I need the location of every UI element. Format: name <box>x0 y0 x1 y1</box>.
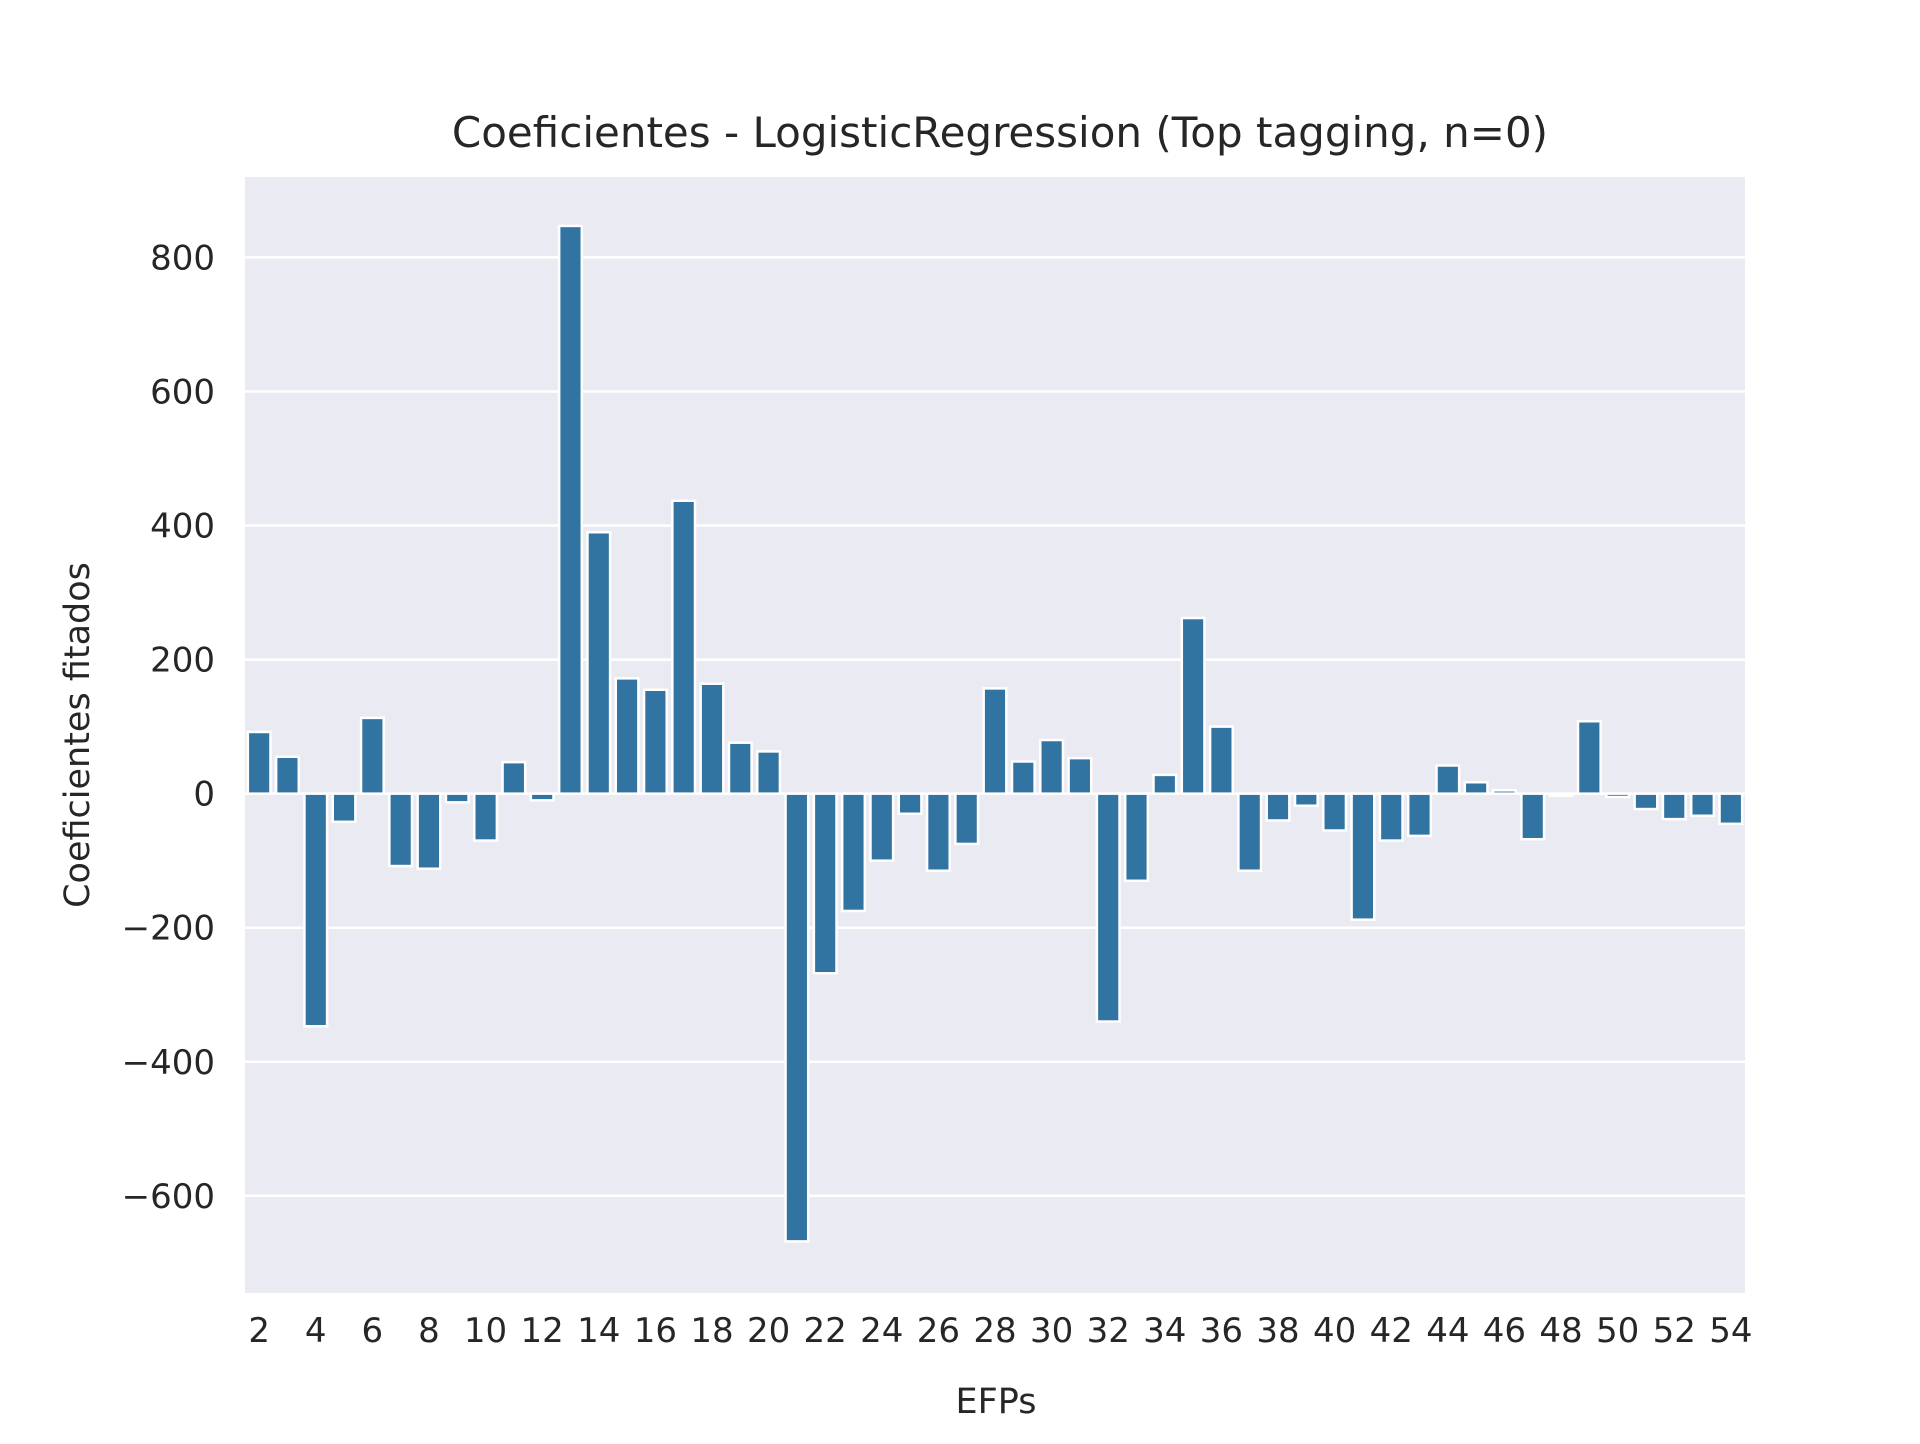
bar-efp-35 <box>1180 616 1206 795</box>
x-tick-label: 54 <box>1709 1311 1752 1351</box>
x-tick-label: 22 <box>804 1311 847 1351</box>
y-tick-label: 600 <box>150 372 215 412</box>
x-tick-label: 28 <box>973 1311 1016 1351</box>
x-tick-label: 24 <box>860 1311 903 1351</box>
x-tick-label: 52 <box>1653 1311 1696 1351</box>
bar-efp-21 <box>784 792 810 1243</box>
y-tick-label: 0 <box>193 775 215 815</box>
bar-efp-51 <box>1633 792 1659 811</box>
x-tick-label: 30 <box>1030 1311 1073 1351</box>
bar-efp-16 <box>642 688 668 795</box>
bar-efp-39 <box>1293 792 1319 807</box>
bar-efp-10 <box>472 792 499 842</box>
bar-efp-8 <box>416 792 442 870</box>
x-tick-label: 34 <box>1143 1311 1186 1351</box>
x-axis-label: EFPs <box>956 1382 1037 1422</box>
bar-efp-41 <box>1350 792 1376 921</box>
bar-efp-13 <box>557 224 584 795</box>
y-tick-label: 400 <box>150 507 215 547</box>
x-tick-label: 38 <box>1256 1311 1299 1351</box>
bar-efp-50 <box>1605 792 1631 799</box>
bar-efp-28 <box>982 687 1008 795</box>
bar-efp-26 <box>925 792 951 872</box>
x-tick-label: 2 <box>248 1311 270 1351</box>
bar-efp-6 <box>359 716 385 795</box>
bar-efp-46 <box>1491 789 1518 795</box>
bar-efp-12 <box>529 792 555 802</box>
bar-efp-45 <box>1463 781 1489 795</box>
bar-efp-9 <box>444 792 470 804</box>
x-tick-label: 16 <box>634 1311 677 1351</box>
bar-efp-34 <box>1152 773 1178 795</box>
bar-efp-25 <box>897 792 923 816</box>
x-tick-label: 4 <box>305 1311 327 1351</box>
bar-efp-36 <box>1208 725 1234 795</box>
bar-efp-2 <box>246 730 272 795</box>
x-tick-label: 44 <box>1426 1311 1469 1351</box>
x-tick-label: 48 <box>1539 1311 1582 1351</box>
bar-efp-3 <box>274 755 301 795</box>
y-tick-label: −400 <box>122 1043 215 1083</box>
chart-title: Coeficientes - LogisticRegression (Top t… <box>452 108 1548 157</box>
grid-lines <box>245 256 1745 1198</box>
bar-efp-33 <box>1123 792 1150 883</box>
y-axis-label: Coeficientes fitados <box>58 562 98 908</box>
x-tick-label: 10 <box>464 1311 507 1351</box>
x-tick-labels: 2 4 6 8 10 12 14 16 18 20 22 24 26 28 30 32 34 36 38 40 42 44… <box>248 1311 1752 1351</box>
bar-efp-52 <box>1661 792 1687 821</box>
bar-efp-53 <box>1689 792 1716 818</box>
bar-efp-32 <box>1095 792 1121 1023</box>
bar-efp-4 <box>303 792 329 1028</box>
bar-efp-38 <box>1265 792 1291 822</box>
x-tick-label: 18 <box>690 1311 733 1351</box>
x-tick-label: 14 <box>577 1311 620 1351</box>
bar-efp-17 <box>671 499 697 795</box>
x-tick-label: 50 <box>1596 1311 1639 1351</box>
bar-efp-43 <box>1406 792 1433 838</box>
bar-efp-40 <box>1322 792 1348 832</box>
bar-efp-49 <box>1576 720 1602 795</box>
bar-efp-23 <box>840 792 867 913</box>
bar-efp-24 <box>869 792 895 862</box>
x-tick-label: 20 <box>747 1311 790 1351</box>
bar-efp-14 <box>586 530 612 795</box>
y-tick-label: 200 <box>150 641 215 681</box>
bar-efp-44 <box>1435 764 1461 795</box>
x-tick-label: 46 <box>1483 1311 1526 1351</box>
bar-efp-27 <box>954 792 980 846</box>
bar-efp-48 <box>1548 792 1574 797</box>
bar-efp-29 <box>1010 760 1036 795</box>
x-tick-label: 42 <box>1370 1311 1413 1351</box>
x-tick-label: 40 <box>1313 1311 1356 1351</box>
bar-efp-5 <box>331 792 357 824</box>
x-tick-label: 6 <box>362 1311 384 1351</box>
bar-efp-18 <box>699 682 725 795</box>
bar-efp-31 <box>1067 756 1093 795</box>
bars <box>246 224 1744 1243</box>
bar-efp-37 <box>1237 792 1263 872</box>
x-tick-label: 12 <box>521 1311 564 1351</box>
bar-efp-20 <box>756 750 782 795</box>
y-tick-label: −600 <box>122 1177 215 1217</box>
bar-efp-19 <box>727 741 753 795</box>
bar-efp-42 <box>1378 792 1404 842</box>
bar-efp-15 <box>614 677 640 795</box>
bar-efp-54 <box>1718 792 1744 826</box>
x-tick-label: 32 <box>1087 1311 1130 1351</box>
bar-efp-7 <box>388 792 414 868</box>
y-tick-label: 800 <box>150 238 215 278</box>
bar-efp-11 <box>501 760 527 795</box>
x-tick-label: 36 <box>1200 1311 1243 1351</box>
bar-efp-22 <box>812 792 838 975</box>
y-tick-label: −200 <box>122 909 215 949</box>
bar-efp-30 <box>1039 738 1065 795</box>
x-tick-label: 8 <box>418 1311 440 1351</box>
y-tick-labels: 800 600 400 200 0 −200 −400 −600 <box>122 238 215 1216</box>
bar-efp-47 <box>1520 792 1546 841</box>
x-tick-label: 26 <box>917 1311 960 1351</box>
